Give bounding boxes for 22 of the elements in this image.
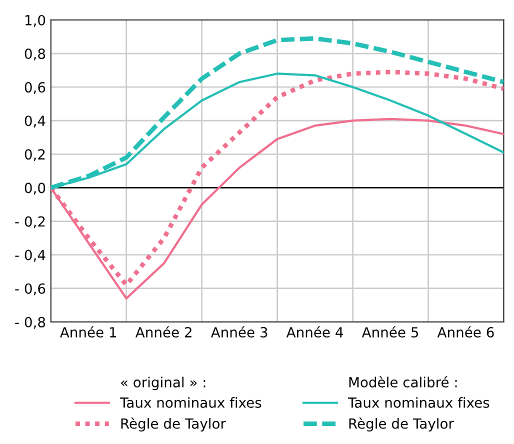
x-tick-label: Année 1 — [60, 326, 116, 338]
y-tick-label: 1,0 — [25, 14, 46, 27]
y-tick-label: 0,2 — [24, 149, 45, 162]
legend-label: Taux nominaux fixes — [120, 397, 262, 408]
x-tick-label: Année 6 — [437, 326, 494, 338]
y-tick-label: - 0,4 — [15, 250, 46, 262]
legend-label: Règle de Taylor — [121, 418, 226, 432]
x-tick-label: Année 4 — [286, 326, 343, 338]
y-tick-label: 0,0 — [24, 182, 46, 195]
y-tick-label: 0,4 — [24, 116, 46, 128]
text: « original » : — [121, 376, 206, 390]
x-tick-label: Année 5 — [362, 326, 418, 338]
y-tick-label: 0,6 — [24, 82, 46, 94]
text: Modèle calibré : — [349, 376, 457, 388]
y-tick-label: - 0,8 — [15, 316, 46, 329]
legend-label: Taux nominaux fixes — [348, 397, 490, 408]
y-tick-label: - 0,6 — [15, 283, 46, 296]
legend-label: Règle de Taylor — [349, 418, 454, 432]
x-tick-label: Année 3 — [210, 326, 268, 338]
x-tick-label: Année 2 — [135, 326, 192, 338]
y-tick-label: 0,8 — [24, 48, 46, 60]
y-tick-label: - 0,2 — [15, 216, 45, 228]
